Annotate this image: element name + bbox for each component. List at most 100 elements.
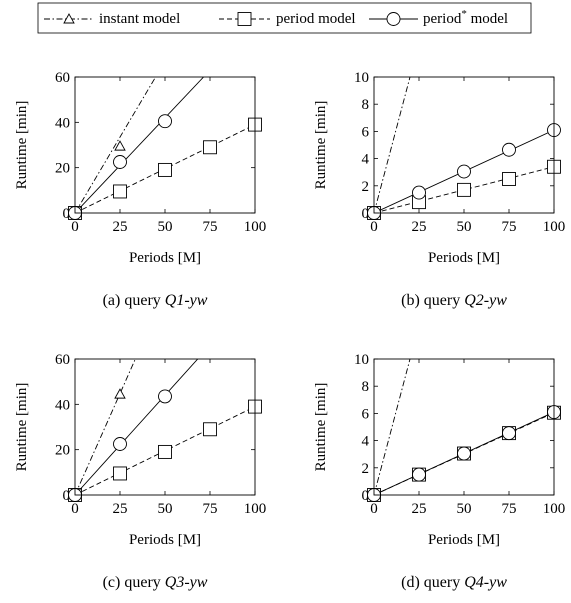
- data-point-circle: [457, 446, 471, 461]
- subfigure-caption: (b) query Q2-yw: [401, 292, 507, 309]
- x-tick-label: 75: [502, 501, 517, 517]
- y-tick-label: 2: [362, 461, 370, 477]
- y-tick-label: 40: [55, 397, 70, 413]
- legend-marker-circle: [386, 12, 401, 26]
- data-point-square: [457, 182, 471, 197]
- x-tick-label: 100: [244, 219, 267, 235]
- x-tick-label: 100: [543, 501, 566, 517]
- x-tick-label: 25: [113, 501, 128, 517]
- x-axis-label: Periods [M]: [129, 250, 201, 266]
- data-point-circle: [457, 164, 471, 179]
- y-tick-label: 10: [354, 70, 369, 86]
- series-circle: [68, 77, 204, 220]
- data-point-circle: [113, 155, 127, 169]
- x-tick-label: 0: [370, 501, 378, 517]
- series-line: [374, 359, 411, 495]
- data-point-square: [158, 162, 172, 177]
- y-tick-label: 2: [362, 179, 370, 195]
- chart-panel-3: 0 25 50 75 100 0 20 40 60 Periods [M] Runtime [min…: [14, 352, 266, 591]
- x-tick-label: 75: [203, 219, 218, 235]
- data-point-square: [113, 466, 127, 481]
- legend-label: period model: [276, 11, 356, 27]
- series-triangle: [368, 359, 411, 500]
- data-point-triangle: [114, 140, 126, 151]
- plot-frame: [373, 358, 555, 496]
- y-tick-label: 60: [55, 70, 70, 86]
- data-point-square: [113, 184, 127, 199]
- legend-marker-triangle: [63, 13, 75, 24]
- data-point-triangle: [114, 388, 126, 399]
- legend-marker-square: [237, 12, 252, 26]
- y-tick-label: 60: [55, 352, 70, 368]
- x-axis-label: Periods [M]: [129, 532, 201, 548]
- data-point-circle: [502, 142, 516, 157]
- data-point-square: [158, 444, 172, 459]
- x-tick-label: 0: [71, 501, 79, 517]
- y-axis-label: Runtime [min]: [14, 383, 30, 472]
- legend: instant model period model period* model: [37, 2, 532, 34]
- data-point-square: [502, 172, 516, 186]
- series-circle: [68, 359, 199, 502]
- data-point-circle: [412, 185, 426, 200]
- y-tick-label: 6: [362, 406, 370, 422]
- legend-label: instant model: [99, 11, 180, 27]
- y-tick-label: 40: [55, 115, 70, 131]
- series-triangle: [368, 77, 411, 218]
- series-square: [68, 117, 262, 220]
- subfigure-caption: (a) query Q1-yw: [103, 292, 208, 309]
- x-axis-label: Periods [M]: [428, 250, 500, 266]
- series-line: [75, 359, 199, 495]
- series-circle: [367, 405, 561, 502]
- y-tick-label: 4: [362, 434, 370, 450]
- x-tick-label: 75: [502, 219, 517, 235]
- series-line: [374, 77, 411, 213]
- plot-frame: [373, 76, 555, 214]
- x-tick-label: 25: [113, 219, 128, 235]
- data-point-square: [203, 422, 217, 437]
- x-tick-label: 0: [370, 219, 378, 235]
- plot-frame: [74, 76, 256, 214]
- x-tick-label: 100: [244, 501, 267, 517]
- x-tick-label: 25: [412, 219, 427, 235]
- subfigure-caption: (c) query Q3-yw: [103, 574, 208, 591]
- legend-label: period* model: [423, 8, 508, 27]
- y-tick-label: 4: [362, 152, 370, 168]
- y-tick-label: 20: [55, 443, 70, 459]
- x-tick-label: 100: [543, 219, 566, 235]
- series-square: [68, 399, 262, 502]
- data-point-circle: [158, 389, 172, 404]
- x-tick-label: 25: [412, 501, 427, 517]
- x-tick-label: 50: [158, 219, 173, 235]
- y-axis-label: Runtime [min]: [313, 383, 329, 472]
- y-tick-label: 0: [362, 206, 370, 222]
- y-tick-label: 0: [63, 206, 71, 222]
- chart-panel-1: 0 25 50 75 100 0 20 40 60 Periods [M] Runtime [min…: [14, 70, 266, 309]
- y-tick-label: 8: [362, 97, 370, 113]
- y-tick-label: 6: [362, 124, 370, 140]
- series-line: [75, 77, 156, 213]
- x-tick-label: 0: [71, 219, 79, 235]
- subfigure-caption: (d) query Q4-yw: [401, 574, 507, 591]
- legend-frame: [37, 2, 532, 34]
- x-tick-label: 50: [457, 219, 472, 235]
- y-tick-label: 0: [362, 488, 370, 504]
- series-triangle: [69, 77, 156, 218]
- data-point-circle: [502, 426, 516, 441]
- y-tick-label: 20: [55, 161, 70, 177]
- x-tick-label: 50: [457, 501, 472, 517]
- series-circle: [367, 123, 561, 220]
- series-line: [75, 77, 204, 213]
- plot-frame: [74, 358, 256, 496]
- x-tick-label: 75: [203, 501, 218, 517]
- chart-panel-2: 0 25 50 75 100 0 2 4 6 8 10 Periods [M] Runtime [min…: [313, 70, 565, 309]
- data-point-circle: [158, 114, 172, 129]
- x-tick-label: 50: [158, 501, 173, 517]
- x-axis-label: Periods [M]: [428, 532, 500, 548]
- data-point-square: [203, 140, 217, 155]
- y-tick-label: 10: [354, 352, 369, 368]
- y-tick-label: 8: [362, 379, 370, 395]
- y-tick-label: 0: [63, 488, 71, 504]
- data-point-circle: [412, 467, 426, 482]
